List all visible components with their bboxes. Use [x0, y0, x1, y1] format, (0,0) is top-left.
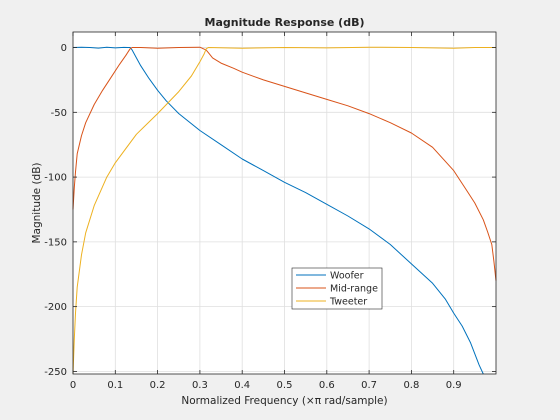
x-tick-label: 0.8 — [403, 380, 419, 391]
series-lines — [72, 46, 497, 375]
y-tick-labels: 0 -50 -100 -150 -200 -250 — [44, 43, 67, 378]
legend-entry-mid-range: Mid-range — [330, 284, 378, 295]
x-tick-label: 0.9 — [446, 380, 462, 391]
x-tick-label: 0.1 — [107, 380, 123, 391]
x-tick-labels: 0 0.1 0.2 0.3 0.4 0.5 0.6 0.7 0.8 0.9 — [70, 380, 462, 391]
x-tick-label: 0.3 — [192, 380, 208, 391]
series-line-woofer — [72, 46, 484, 375]
y-tick-label: -100 — [44, 173, 67, 184]
y-tick-label: -50 — [51, 108, 67, 119]
y-tick-label: 0 — [61, 43, 67, 54]
y-axis-label: Magnitude (dB) — [31, 162, 43, 243]
series-line-tweeter — [72, 46, 496, 375]
x-tick-label: 0.5 — [277, 380, 293, 391]
x-tick-label: 0.7 — [361, 380, 377, 391]
chart-title: Magnitude Response (dB) — [205, 16, 365, 29]
x-tick-label: 0.2 — [150, 380, 166, 391]
x-tick-label: 0 — [70, 380, 76, 391]
legend: Woofer Mid-range Tweeter — [291, 267, 383, 310]
x-tick-label: 0.4 — [234, 380, 250, 391]
x-axis-label: Normalized Frequency (×π rad/sample) — [181, 395, 387, 407]
y-tick-label: -200 — [44, 302, 67, 313]
tick-marks — [72, 32, 496, 374]
legend-entry-tweeter: Tweeter — [329, 297, 367, 308]
legend-entry-woofer: Woofer — [330, 271, 364, 282]
y-tick-label: -150 — [44, 237, 67, 248]
series-line-mid-range — [72, 46, 497, 281]
y-tick-label: -250 — [44, 367, 67, 378]
x-tick-label: 0.6 — [319, 380, 335, 391]
